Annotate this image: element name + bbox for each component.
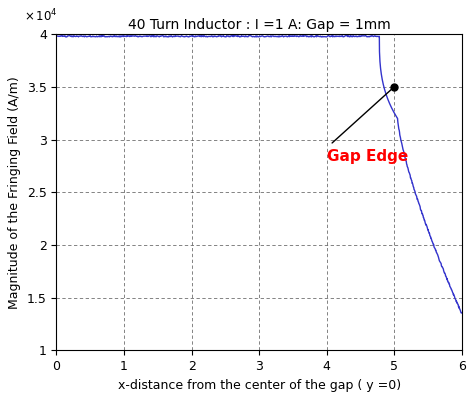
Y-axis label: Magnitude of the Fringing Field (A/m): Magnitude of the Fringing Field (A/m): [9, 76, 21, 309]
Title: 40 Turn Inductor : I =1 A: Gap = 1mm: 40 Turn Inductor : I =1 A: Gap = 1mm: [128, 18, 391, 32]
Text: $\times\,10^4$: $\times\,10^4$: [24, 8, 58, 25]
Text: Gap Edge: Gap Edge: [327, 149, 408, 164]
X-axis label: x-distance from the center of the gap ( y =0): x-distance from the center of the gap ( …: [118, 379, 401, 392]
